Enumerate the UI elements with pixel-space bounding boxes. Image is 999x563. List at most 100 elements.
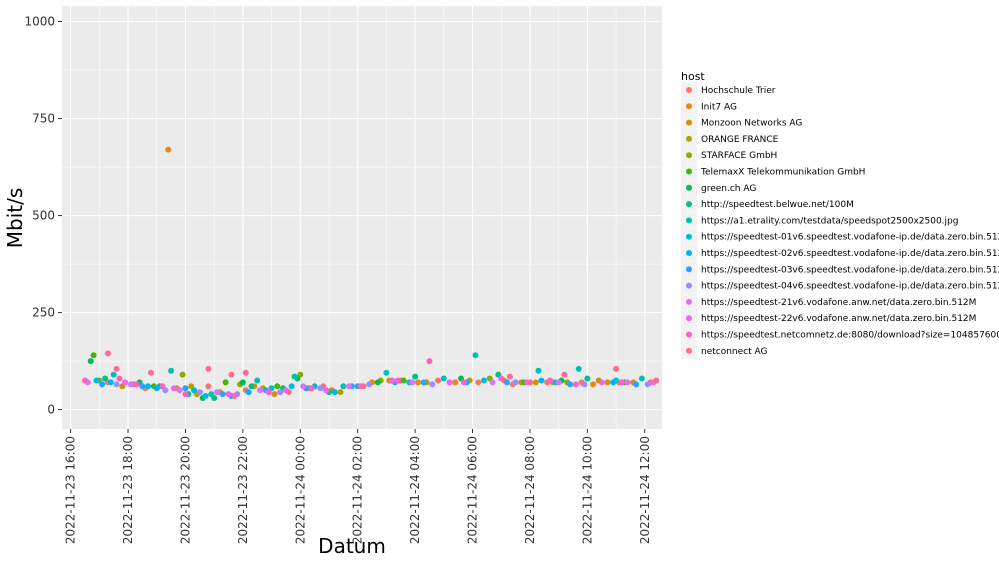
data-point-series-14: https://speedtest-22v6.vodafone.anw.net/… (446, 379, 453, 386)
legend-key-14 (686, 315, 692, 322)
data-point-series-12: https://speedtest-04v6.speedtest.vodafon… (644, 381, 651, 388)
legend-label-12: https://speedtest-04v6.speedtest.vodafon… (701, 282, 999, 292)
data-point-series-11: https://speedtest-03v6.speedtest.vodafon… (567, 381, 574, 388)
data-point-series-16: netconnect AG: 145 (104, 350, 111, 357)
data-point-series-6: green.ch AG: 125 (87, 358, 94, 365)
data-point-series-13: https://speedtest-21v6.vodafone.anw.net/… (300, 383, 307, 390)
legend-key-1 (686, 103, 692, 110)
data-point-series-15: https://speedtest.netcomnetz.de:8080/dow… (81, 377, 88, 384)
data-point-series-13: https://speedtest-21v6.vodafone.anw.net/… (624, 379, 631, 386)
x-tick-label: 2022-11-24 04:00 (408, 436, 422, 544)
data-point-series-12: https://speedtest-04v6.speedtest.vodafon… (429, 381, 436, 388)
data-point-series-10: https://speedtest-02v6.speedtest.vodafon… (538, 377, 545, 384)
data-point-series-14: https://speedtest-22v6.vodafone.anw.net/… (122, 379, 129, 386)
x-tick-label: 2022-11-24 06:00 (466, 436, 480, 544)
legend-key-8 (686, 217, 692, 224)
legend-items: Hochschule Trier Init7 AG Monzoon Networks… (681, 82, 999, 359)
data-point-series-8: https://a1.etrality.com/testdata/speedsp… (638, 375, 645, 382)
data-point-series-10: https://speedtest-02v6.speedtest.vodafon… (202, 393, 209, 400)
minor-gridlines (62, 6, 662, 429)
data-point-series-8: https://a1.etrality.com/testdata/speedsp… (472, 352, 479, 359)
data-point-series-8: https://a1.etrality.com/testdata/speedsp… (535, 367, 542, 374)
legend-key-15 (686, 331, 692, 338)
data-point-series-8: https://a1.etrality.com/testdata/speedsp… (168, 367, 175, 374)
data-point-series-13: https://speedtest-21v6.vodafone.anw.net/… (489, 379, 496, 386)
data-point-series-8: https://a1.etrality.com/testdata/speedsp… (340, 383, 347, 390)
x-tick-label: 2022-11-23 18:00 (121, 436, 135, 544)
data-point-series-9: https://speedtest-01v6.speedtest.vodafon… (93, 377, 100, 384)
data-point-series-1: Init7 AG: 670 (165, 146, 172, 153)
legend-key-16 (686, 347, 692, 354)
data-point-series-15: https://speedtest.netcomnetz.de:8080/dow… (460, 379, 467, 386)
data-point-series-0: Hochschule Trier: 70 (475, 379, 482, 386)
data-point-series-10: https://speedtest-02v6.speedtest.vodafon… (107, 379, 114, 386)
legend-key-12 (686, 282, 692, 289)
legend-label-9: https://speedtest-01v6.speedtest.vodafon… (701, 233, 999, 243)
x-axis: 2022-11-23 16:00 2022-11-23 18:00 2022-11-… (64, 429, 652, 544)
data-point-series-16: netconnect AG: 70 (526, 379, 533, 386)
data-point-series-13: https://speedtest-21v6.vodafone.anw.net/… (555, 379, 562, 386)
data-point-series-9: https://speedtest-01v6.speedtest.vodafon… (191, 387, 198, 394)
data-point-series-12: https://speedtest-04v6.speedtest.vodafon… (317, 385, 324, 392)
data-point-series-11: https://speedtest-03v6.speedtest.vodafon… (139, 383, 146, 390)
legend-label-3: ORANGE FRANCE (701, 135, 779, 145)
data-point-series-11: https://speedtest-03v6.speedtest.vodafon… (99, 381, 106, 388)
data-point-series-8: https://a1.etrality.com/testdata/speedsp… (383, 369, 390, 376)
data-point-series-10: https://speedtest-02v6.speedtest.vodafon… (288, 383, 295, 390)
legend-key-13 (686, 298, 692, 305)
major-gridlines (62, 6, 662, 429)
y-tick-label: 0 (47, 403, 55, 417)
data-point-series-16: netconnect AG: 105 (113, 365, 120, 372)
data-point-series-13: https://speedtest-21v6.vodafone.anw.net/… (214, 389, 221, 396)
data-point-series-16: netconnect AG: 95 (242, 369, 249, 376)
data-point-series-12: https://speedtest-04v6.speedtest.vodafon… (581, 381, 588, 388)
data-point-series-16: netconnect AG: 75 (653, 377, 660, 384)
y-axis: 0 250 500 750 1000 (24, 15, 62, 417)
x-tick-label: 2022-11-24 10:00 (580, 436, 594, 544)
data-point-series-12: https://speedtest-04v6.speedtest.vodafon… (113, 381, 120, 388)
data-point-series-15: https://speedtest.netcomnetz.de:8080/dow… (618, 379, 625, 386)
data-point-series-2: Monzoon Networks AG: 70 (532, 379, 539, 386)
data-point-series-14: https://speedtest-22v6.vodafone.anw.net/… (282, 387, 289, 394)
data-point-series-14: https://speedtest-22v6.vodafone.anw.net/… (170, 385, 177, 392)
data-point-series-13: https://speedtest-21v6.vodafone.anw.net/… (127, 381, 134, 388)
data-point-series-12: https://speedtest-04v6.speedtest.vodafon… (512, 379, 519, 386)
legend-label-1: Init7 AG (701, 102, 737, 112)
legend-key-11 (686, 266, 692, 273)
data-point-series-16: netconnect AG: 90 (228, 371, 235, 378)
data-point-series-16: netconnect AG: 105 (205, 365, 212, 372)
data-point-series-10: https://speedtest-02v6.speedtest.vodafon… (245, 389, 252, 396)
data-point-series-6: green.ch AG: 70 (374, 379, 381, 386)
data-point-series-1: Init7 AG: 70 (414, 379, 421, 386)
legend-key-3 (686, 135, 692, 142)
legend-label-4: STARFACE GmbH (701, 151, 777, 161)
legend-label-13: https://speedtest-21v6.vodafone.anw.net/… (701, 298, 976, 308)
data-point-series-14: https://speedtest-22v6.vodafone.anw.net/… (225, 391, 232, 398)
data-point-series-7: http://speedtest.belwue.net/100M: 80 (584, 375, 591, 382)
data-point-series-1: Init7 AG: 70 (452, 379, 459, 386)
legend-label-6: green.ch AG (701, 184, 756, 194)
data-point-series-5: TelemaxX Telekommunikation GmbH: 140 (90, 352, 97, 359)
data-point-series-11: https://speedtest-03v6.speedtest.vodafon… (503, 379, 510, 386)
data-point-series-14: https://speedtest-22v6.vodafone.anw.net/… (598, 379, 605, 386)
data-point-series-5: TelemaxX Telekommunikation GmbH: 70 (222, 379, 229, 386)
legend: host Hochschule Trier Init7 AG Monzoon Net… (681, 70, 999, 359)
legend-key-4 (686, 152, 692, 159)
data-point-series-15: https://speedtest.netcomnetz.de:8080/dow… (394, 377, 401, 384)
data-point-series-15: https://speedtest.netcomnetz.de:8080/dow… (116, 375, 123, 382)
legend-label-5: TelemaxX Telekommunikation GmbH (700, 168, 865, 178)
data-point-series-16: netconnect AG: 105 (613, 365, 620, 372)
data-point-series-15: https://speedtest.netcomnetz.de:8080/dow… (572, 381, 579, 388)
data-point-series-9: https://speedtest-01v6.speedtest.vodafon… (481, 377, 488, 384)
data-point-series-11: https://speedtest-03v6.speedtest.vodafon… (219, 391, 226, 398)
data-point-series-15: https://speedtest.netcomnetz.de:8080/dow… (357, 383, 364, 390)
legend-title: host (681, 70, 705, 83)
y-tick-label: 750 (32, 112, 55, 126)
x-tick-label: 2022-11-23 20:00 (178, 436, 192, 544)
data-point-series-14: https://speedtest-22v6.vodafone.anw.net/… (389, 377, 396, 384)
data-point-series-1: Init7 AG: 65 (590, 381, 597, 388)
data-point-series-0: Hochschule Trier: 60 (205, 383, 212, 390)
data-point-series-12: https://speedtest-04v6.speedtest.vodafon… (277, 389, 284, 396)
data-point-series-15: https://speedtest.netcomnetz.de:8080/dow… (547, 377, 554, 384)
data-point-series-15: https://speedtest.netcomnetz.de:8080/dow… (182, 391, 189, 398)
